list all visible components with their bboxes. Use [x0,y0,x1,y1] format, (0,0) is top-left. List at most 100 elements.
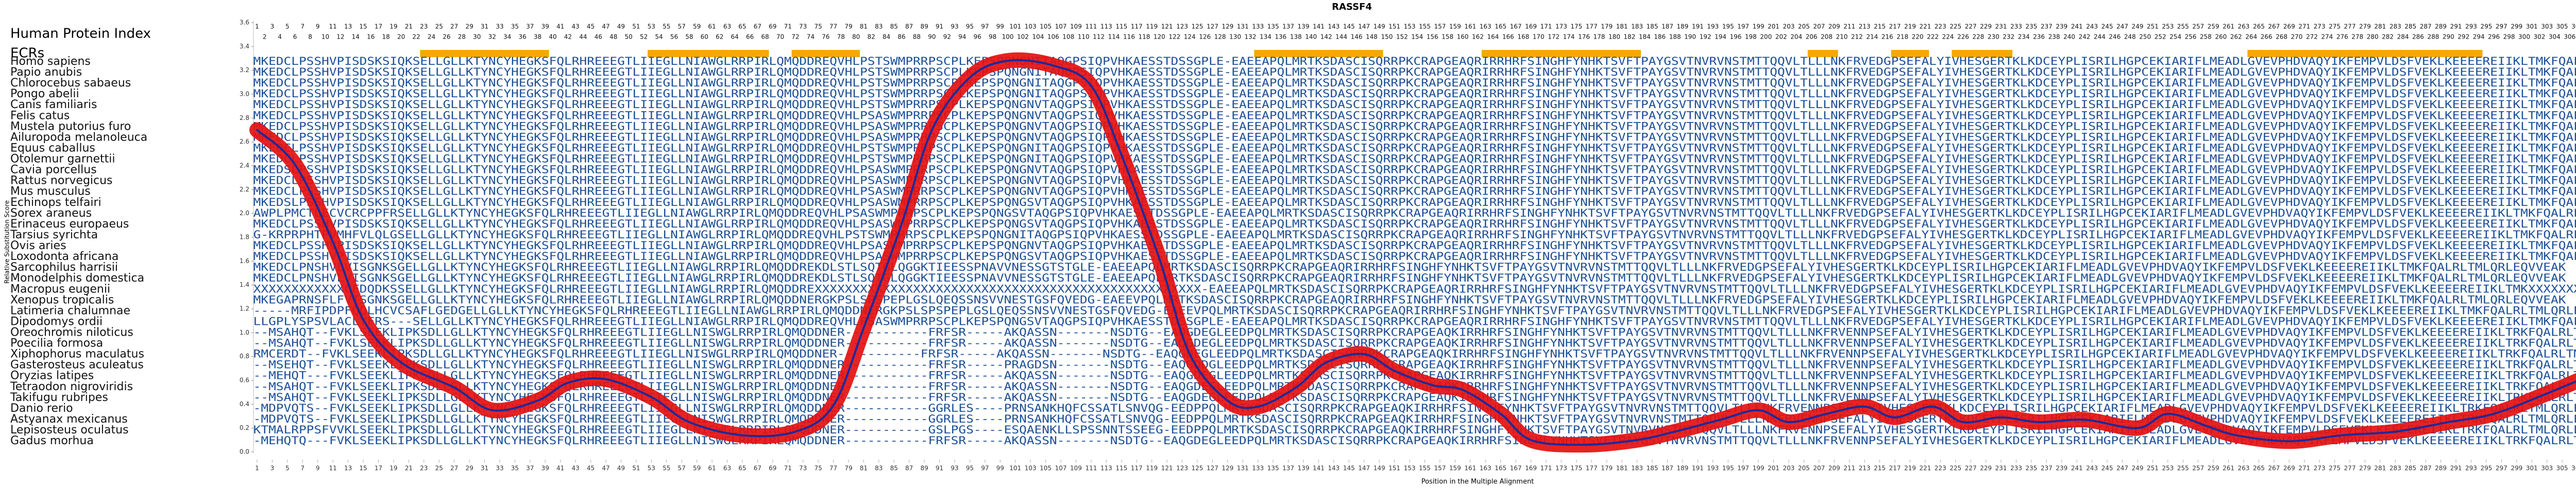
human-index-number: 289 [2435,23,2447,30]
y-tick-label: 3.2 [240,66,249,74]
species-name: Erinaceus europaeus [10,218,129,231]
human-index-number: 90 [928,33,936,41]
human-index-number: 171 [1540,23,1552,30]
human-index-number: 177 [1586,23,1598,30]
human-index-number: 156 [1427,33,1438,41]
sequence: G-KRPRPHTPVMHFVLQLGSELLGLLKTYNCYHEGKSFQL… [253,229,2576,241]
human-index-number: 278 [2351,33,2363,41]
human-index-number: 164 [1487,33,1499,41]
human-index-number: 215 [1874,23,1886,30]
human-index-number: 158 [1442,33,1453,41]
human-index-number: 81 [860,23,868,30]
x-tick-label: 227 [1965,465,1977,472]
human-index-number: 168 [1517,33,1529,41]
human-index-number: 8 [308,33,312,41]
human-index-number: 261 [2223,23,2234,30]
human-index-number: 270 [2291,33,2303,41]
human-index-number: 262 [2230,33,2242,41]
human-index-number: 130 [1229,33,1241,41]
x-tick-label: 21 [405,465,413,472]
human-index-number: 23 [420,23,428,30]
human-index-number: 255 [2177,23,2189,30]
human-index-number: 202 [1775,33,1787,41]
human-index-number: 281 [2374,23,2386,30]
x-tick-label: 229 [1980,465,1992,472]
x-tick-label: 65 [738,465,746,472]
human-index-number: 95 [966,23,974,30]
human-index-number: 163 [1480,23,1492,30]
human-index-number: 79 [844,23,852,30]
x-tick-label: 89 [920,465,928,472]
human-index-number: 205 [1798,23,1810,30]
human-index-number: 165 [1495,23,1506,30]
x-tick-label: 131 [1237,465,1249,472]
x-tick-label: 231 [1995,465,2007,472]
x-tick-label: 81 [860,465,868,472]
x-tick-label: 275 [2329,465,2341,472]
human-index-number: 200 [1760,33,1772,41]
human-index-number: 307 [2571,23,2576,30]
human-index-number: 131 [1237,23,1249,30]
human-index-number: 237 [2041,23,2053,30]
x-tick-label: 297 [2496,465,2507,472]
human-index-number: 146 [1351,33,1363,41]
x-tick-label: 187 [1662,465,1673,472]
x-tick-label: 17 [375,465,382,472]
x-tick-label: 295 [2480,465,2492,472]
ecr-bar [2247,50,2483,57]
human-index-number: 248 [2124,33,2136,41]
human-index-number: 121 [1161,23,1173,30]
human-index-number: 182 [1623,33,1635,41]
x-tick-label: 7 [300,465,304,472]
x-tick-label: 101 [1009,465,1021,472]
human-index-number: 257 [2192,23,2204,30]
human-index-number: 206 [1806,33,1818,41]
x-tick-label: 273 [2314,465,2326,472]
sequence: --MSAHQT--FVKLSEEKLIPKSDLLGLLKTYNCYHEGKS… [253,326,2576,339]
human-index-number: 153 [1404,23,1416,30]
human-index-number: 191 [1692,23,1704,30]
human-index-number: 106 [1047,33,1059,41]
species-name: Mus musculus [10,185,91,198]
x-tick-label: 93 [951,465,958,472]
human-index-number: 99 [996,23,1004,30]
sequence: MKEDCLPSSHVPISDSKSIQKSELLGLLKTYNCYHEGKSF… [253,185,2576,198]
x-tick-label: 5 [285,465,290,472]
human-index-number: 24 [428,33,435,41]
sequence: MKEDSLPSSHVPISDSKSIQKSELLGLLKTYNCYHEGKSF… [253,196,2576,208]
sequence: LLGPLYSPSVLACLYFRS---SELLGLLKTYNCYHEGKSF… [253,315,2576,327]
human-index-number: 232 [2003,33,2014,41]
human-index-number: 1 [255,23,259,30]
human-index-number: 304 [2549,33,2561,41]
human-index-number: 185 [1647,23,1658,30]
sequence: MKEDCLPSSHVPISDSKSIQKSELLGLLKTYNCYHEGKSF… [253,218,2576,230]
ecr-label: ECRs [10,46,44,61]
x-tick-label: 291 [2450,465,2462,472]
human-index-number: 280 [2367,33,2379,41]
x-tick-label: 27 [450,465,458,472]
human-index-number: 186 [1654,33,1666,41]
species-name: Papio anubis [10,66,82,79]
human-index-number: 252 [2155,33,2166,41]
human-index-number: 199 [1753,23,1765,30]
species-name: Astyanax mexicanus [10,413,128,426]
x-tick-label: 199 [1753,465,1765,472]
species-name: Echinops telfairi [10,196,101,209]
human-index-number: 173 [1555,23,1567,30]
human-index-number: 174 [1563,33,1575,41]
x-tick-label: 201 [1768,465,1780,472]
species-name: Macropus eugenii [10,283,110,295]
human-index-number: 61 [708,23,716,30]
x-tick-label: 171 [1540,465,1552,472]
x-tick-label: 241 [2071,465,2083,472]
human-index-number: 16 [367,33,375,41]
sequence: --MSAHQT--FVKLSEEKLIPKSDLLGLLKTYNCYHEGKS… [253,337,2576,350]
sequence: -MEHQTQ---FVKLSEEKLIPKSDLLGLLKTYNCYHEGKS… [253,434,2576,447]
human-index-number: 181 [1616,23,1628,30]
human-index-number: 114 [1108,33,1120,41]
species-name: Ovis aries [10,239,66,252]
species-name: Canis familiaris [10,98,97,111]
human-index-number: 274 [2321,33,2333,41]
sequence: MKEDCLPSSHVPISDSKSIQKSELLGLLKTYNCYHEGKSF… [253,239,2576,252]
